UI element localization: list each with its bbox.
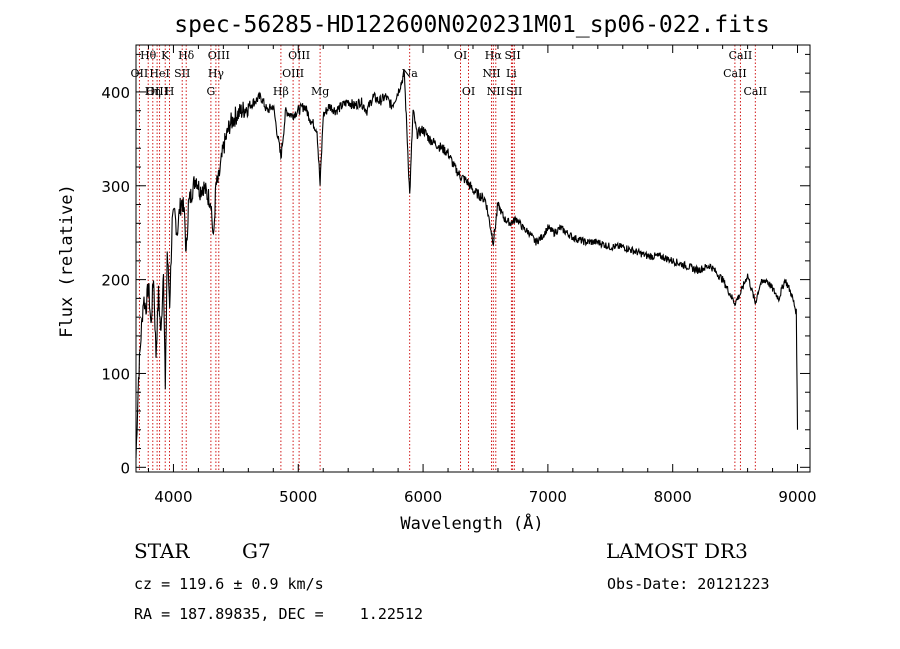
chart-title: spec-56285-HD122600N020231M01_sp06-022.f… — [174, 12, 769, 38]
marker-label: Li — [506, 67, 517, 80]
x-tick-label: 7000 — [529, 488, 567, 506]
marker-label: Mg — [311, 85, 329, 98]
marker-label: H — [165, 85, 175, 98]
object-class: STAR — [134, 539, 190, 563]
emission-line-markers — [138, 45, 756, 472]
marker-label: Hθ — [140, 49, 157, 62]
marker-label: SII — [504, 49, 520, 62]
survey-name: LAMOST DR3 — [606, 539, 748, 563]
marker-label: OI — [454, 49, 467, 62]
marker-label: Hα — [485, 49, 503, 62]
y-tick-label: 400 — [101, 84, 130, 102]
x-tick-label: 8000 — [654, 488, 692, 506]
y-axis-label: Flux (relative) — [57, 184, 77, 338]
plot-frame — [135, 44, 811, 473]
marker-label: CaII — [723, 67, 747, 80]
x-tick-label: 5000 — [279, 488, 317, 506]
marker-label: OIII — [282, 67, 304, 80]
marker-label: NII — [487, 85, 505, 98]
marker-label: Hδ — [178, 49, 195, 62]
x-tick-label: 4000 — [154, 488, 192, 506]
marker-label: OI — [462, 85, 475, 98]
observation-date: Obs-Date: 20121223 — [607, 575, 770, 593]
marker-label: Hγ — [208, 67, 225, 80]
redshift-velocity: cz = 119.6 ± 0.9 km/s — [134, 575, 324, 593]
coordinates: RA = 187.89835, DEC = 1.22512 — [134, 605, 423, 623]
marker-label: Hβ — [273, 85, 289, 98]
x-tick-label: 6000 — [404, 488, 442, 506]
y-tick-label: 300 — [101, 178, 130, 196]
marker-label: OIII — [208, 49, 230, 62]
y-tick-label: 0 — [120, 459, 130, 477]
marker-label: HeI — [149, 67, 169, 80]
x-tick-label: 9000 — [778, 488, 816, 506]
marker-label: Na — [402, 67, 419, 80]
marker-label: K — [161, 49, 170, 62]
spectral-subclass: G7 — [242, 539, 271, 563]
marker-label: OIII — [288, 49, 310, 62]
x-axis-label: Wavelength (Å) — [400, 512, 543, 534]
marker-label: Hη — [145, 85, 161, 98]
y-axis: 0 100 200 300 400 — [101, 53, 810, 477]
y-tick-label: 100 — [101, 365, 130, 383]
marker-label: SII — [174, 67, 190, 80]
y-tick-label: 200 — [101, 272, 130, 290]
marker-label: SII — [506, 85, 522, 98]
marker-label: CaII — [743, 85, 767, 98]
spectrum-line — [135, 69, 799, 459]
x-axis: 4000 5000 6000 7000 8000 9000 — [147, 45, 817, 506]
marker-label: G — [207, 85, 216, 98]
marker-label: OIII — [146, 85, 168, 98]
marker-label: CaII — [729, 49, 753, 62]
marker-label: NII — [482, 67, 500, 80]
